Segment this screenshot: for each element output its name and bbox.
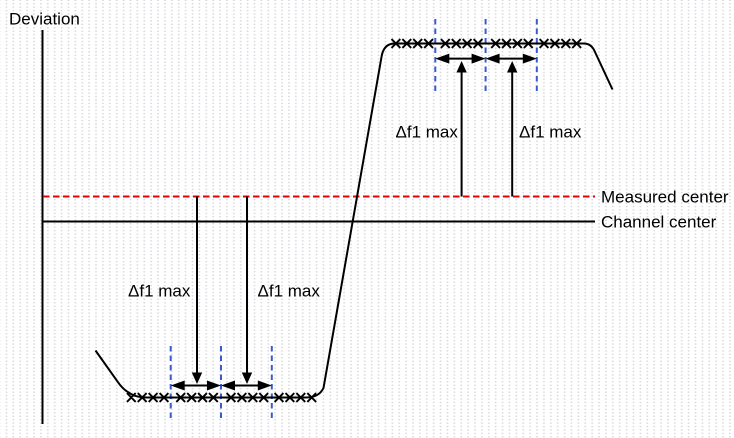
svg-text:Δf1 max: Δf1 max	[258, 282, 321, 301]
svg-text:Δf1 max: Δf1 max	[519, 123, 582, 142]
svg-text:Deviation: Deviation	[9, 10, 80, 29]
svg-text:Δf1 max: Δf1 max	[128, 282, 191, 301]
svg-text:Channel center: Channel center	[601, 213, 717, 232]
svg-text:Δf1 max: Δf1 max	[396, 123, 459, 142]
svg-text:Measured center: Measured center	[601, 188, 729, 207]
